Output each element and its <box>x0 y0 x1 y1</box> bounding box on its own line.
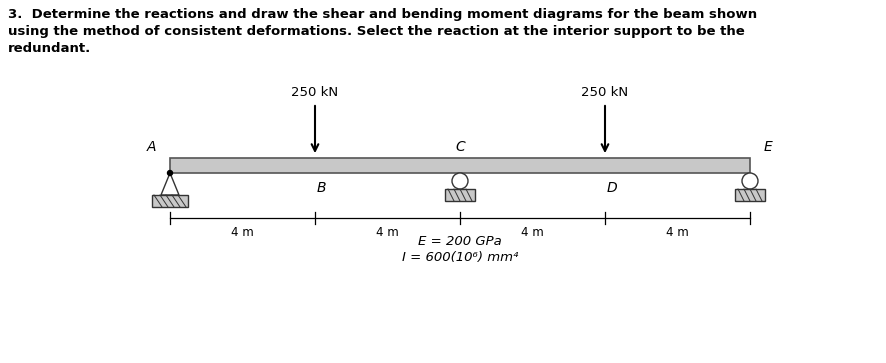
Text: 250 kN: 250 kN <box>581 86 628 99</box>
Text: D: D <box>607 181 618 195</box>
Polygon shape <box>161 173 179 195</box>
Text: redundant.: redundant. <box>8 42 91 55</box>
Circle shape <box>167 171 173 175</box>
Text: C: C <box>455 140 465 154</box>
Bar <box>445 189 475 201</box>
Text: I = 600(10⁶) mm⁴: I = 600(10⁶) mm⁴ <box>402 251 518 264</box>
Bar <box>170 158 750 173</box>
Text: 4 m: 4 m <box>521 226 544 239</box>
Circle shape <box>742 173 758 189</box>
Text: 4 m: 4 m <box>666 226 689 239</box>
Circle shape <box>452 173 468 189</box>
Text: A: A <box>146 140 156 154</box>
Text: 3.  Determine the reactions and draw the shear and bending moment diagrams for t: 3. Determine the reactions and draw the … <box>8 8 758 21</box>
Text: 4 m: 4 m <box>377 226 399 239</box>
Text: 4 m: 4 m <box>231 226 254 239</box>
Bar <box>735 189 765 201</box>
Bar <box>152 195 188 207</box>
Text: E: E <box>764 140 773 154</box>
Text: B: B <box>317 181 327 195</box>
Text: using the method of consistent deformations. Select the reaction at the interior: using the method of consistent deformati… <box>8 25 745 38</box>
Text: E = 200 GPa: E = 200 GPa <box>418 235 501 248</box>
Text: 250 kN: 250 kN <box>291 86 338 99</box>
